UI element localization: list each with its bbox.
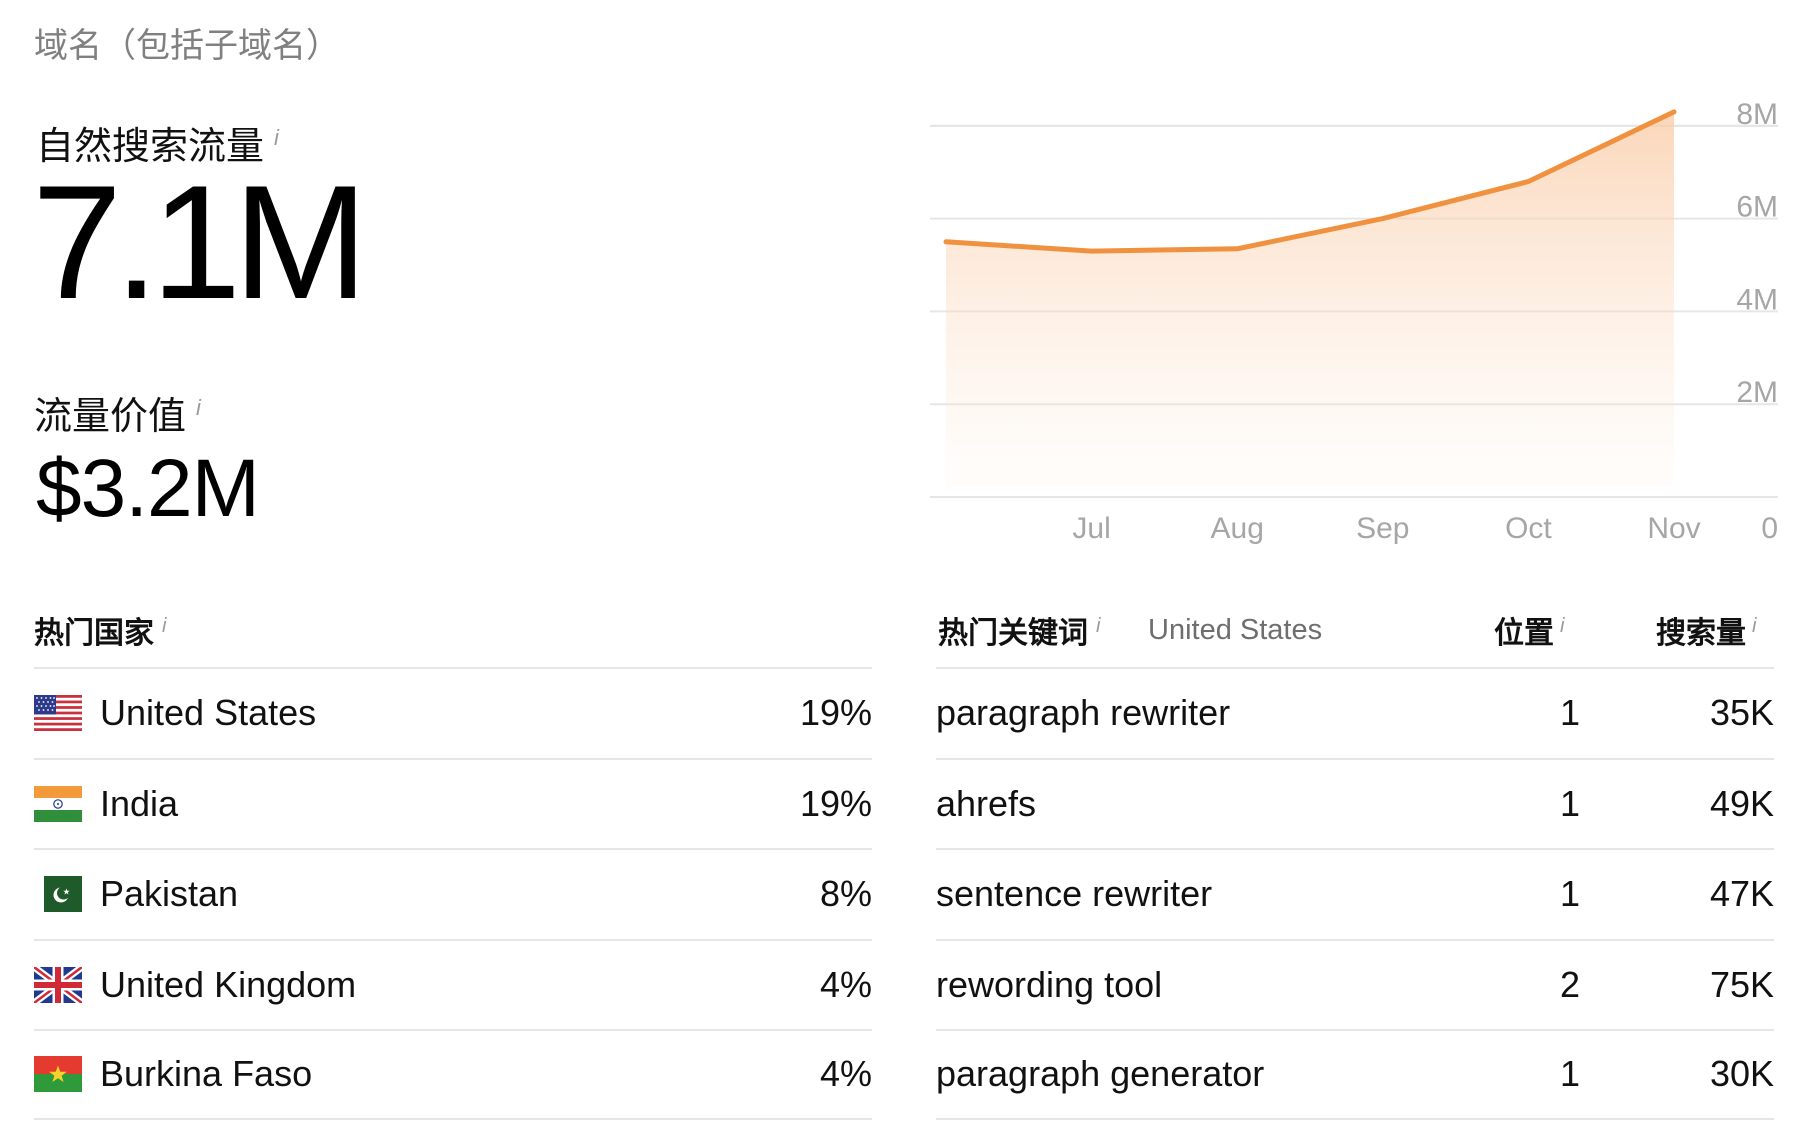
country-row[interactable]: Burkina Faso 4% xyxy=(34,1029,872,1120)
x-tick-label: Sep xyxy=(1356,512,1409,545)
y-tick-label: 2M xyxy=(1736,376,1778,409)
info-icon[interactable]: i xyxy=(162,615,167,637)
keyword-volume: 47K xyxy=(1709,873,1774,915)
keyword-row[interactable]: paragraph rewriter 1 35K xyxy=(936,667,1774,758)
keyword-volume: 49K xyxy=(1709,782,1774,824)
keyword-volume: 30K xyxy=(1709,1053,1774,1095)
y-tick-label: 8M xyxy=(1736,98,1778,131)
info-icon[interactable]: i xyxy=(1560,615,1565,637)
keyword-text[interactable]: paragraph rewriter xyxy=(936,692,1231,734)
volume-column-header: 搜索量 i xyxy=(1656,608,1756,652)
top-keywords-header: 热门关键词 i xyxy=(938,608,1100,652)
keyword-position: 2 xyxy=(1559,963,1580,1005)
traffic-value-title: 流量价值 xyxy=(34,396,187,438)
top-keywords-table: paragraph rewriter 1 35K ahrefs 1 49K se… xyxy=(936,667,1774,1120)
x-tick-label: Nov xyxy=(1647,512,1700,545)
keyword-volume: 35K xyxy=(1709,692,1774,734)
burkina-faso-flag-icon xyxy=(34,1056,82,1093)
keyword-position: 1 xyxy=(1559,1053,1580,1095)
keyword-row[interactable]: ahrefs 1 49K xyxy=(936,757,1774,849)
y-tick-label: 6M xyxy=(1736,191,1778,224)
country-share: 19% xyxy=(799,782,872,824)
info-icon[interactable]: i xyxy=(274,125,279,151)
traffic-value-amount: $3.2M xyxy=(36,443,260,534)
country-name: Burkina Faso xyxy=(100,1053,313,1095)
keyword-volume: 75K xyxy=(1709,963,1774,1005)
info-icon[interactable]: i xyxy=(196,395,201,421)
keyword-text[interactable]: paragraph generator xyxy=(936,1053,1265,1095)
volume-header-label: 搜索量 xyxy=(1656,617,1746,650)
india-flag-icon xyxy=(34,785,82,822)
x-tick-label: Aug xyxy=(1211,512,1264,545)
country-name: United States xyxy=(100,692,317,734)
position-column-header: 位置 i xyxy=(1494,608,1564,652)
keyword-position: 1 xyxy=(1559,692,1580,734)
country-share: 8% xyxy=(819,873,872,915)
organic-traffic-value: 7.1M xyxy=(32,152,368,333)
keyword-text[interactable]: rewording tool xyxy=(936,963,1163,1005)
country-name: India xyxy=(100,782,179,824)
traffic-value-label: 流量价值 i xyxy=(34,385,201,440)
country-row[interactable]: United Kingdom 4% xyxy=(34,938,872,1030)
country-share: 19% xyxy=(799,692,872,734)
info-icon[interactable]: i xyxy=(1752,615,1757,637)
country-share: 4% xyxy=(819,963,872,1005)
top-countries-header: 热门国家 i xyxy=(34,608,166,652)
y-tick-label: 4M xyxy=(1736,283,1778,316)
keywords-country-selector[interactable]: United States xyxy=(1148,614,1323,646)
organic-traffic-title: 自然搜索流量 xyxy=(36,126,265,168)
keyword-text[interactable]: sentence rewriter xyxy=(936,873,1213,915)
traffic-line xyxy=(943,109,1677,254)
top-keywords-title: 热门关键词 xyxy=(938,617,1088,650)
keyword-row[interactable]: paragraph generator 1 30K xyxy=(936,1029,1774,1120)
country-row[interactable]: India 19% xyxy=(34,757,872,849)
country-name: Pakistan xyxy=(100,873,239,915)
country-row[interactable]: United States 19% xyxy=(34,667,872,758)
x-tick-label: Jul xyxy=(1072,512,1110,545)
top-countries-title: 热门国家 xyxy=(34,617,154,650)
country-row[interactable]: Pakistan 8% xyxy=(34,848,872,939)
x-tick-label: Oct xyxy=(1505,512,1552,545)
country-share: 4% xyxy=(819,1053,872,1095)
keyword-row[interactable]: sentence rewriter 1 47K xyxy=(936,848,1774,939)
domain-scope-label[interactable]: 域名（包括子域名） xyxy=(34,27,340,65)
position-header-label: 位置 xyxy=(1494,617,1554,650)
top-countries-table: United States 19% India 19% Pakistan 8% xyxy=(34,667,872,1120)
us-flag-icon xyxy=(34,695,82,732)
pakistan-flag-icon xyxy=(34,876,82,913)
country-name: United Kingdom xyxy=(100,963,357,1005)
keyword-position: 1 xyxy=(1559,782,1580,824)
traffic-area xyxy=(946,111,1674,488)
y-zero-label: 0 xyxy=(1761,512,1778,545)
uk-flag-icon xyxy=(34,966,82,1003)
keyword-row[interactable]: rewording tool 2 75K xyxy=(936,938,1774,1030)
keyword-position: 1 xyxy=(1559,873,1580,915)
keyword-text[interactable]: ahrefs xyxy=(936,782,1037,824)
organic-traffic-label: 自然搜索流量 i xyxy=(36,115,279,170)
organic-traffic-chart[interactable]: 2M 4M 6M 8M 0 Jul Aug Sep Oct Nov xyxy=(0,0,1814,560)
info-icon[interactable]: i xyxy=(1096,615,1101,637)
